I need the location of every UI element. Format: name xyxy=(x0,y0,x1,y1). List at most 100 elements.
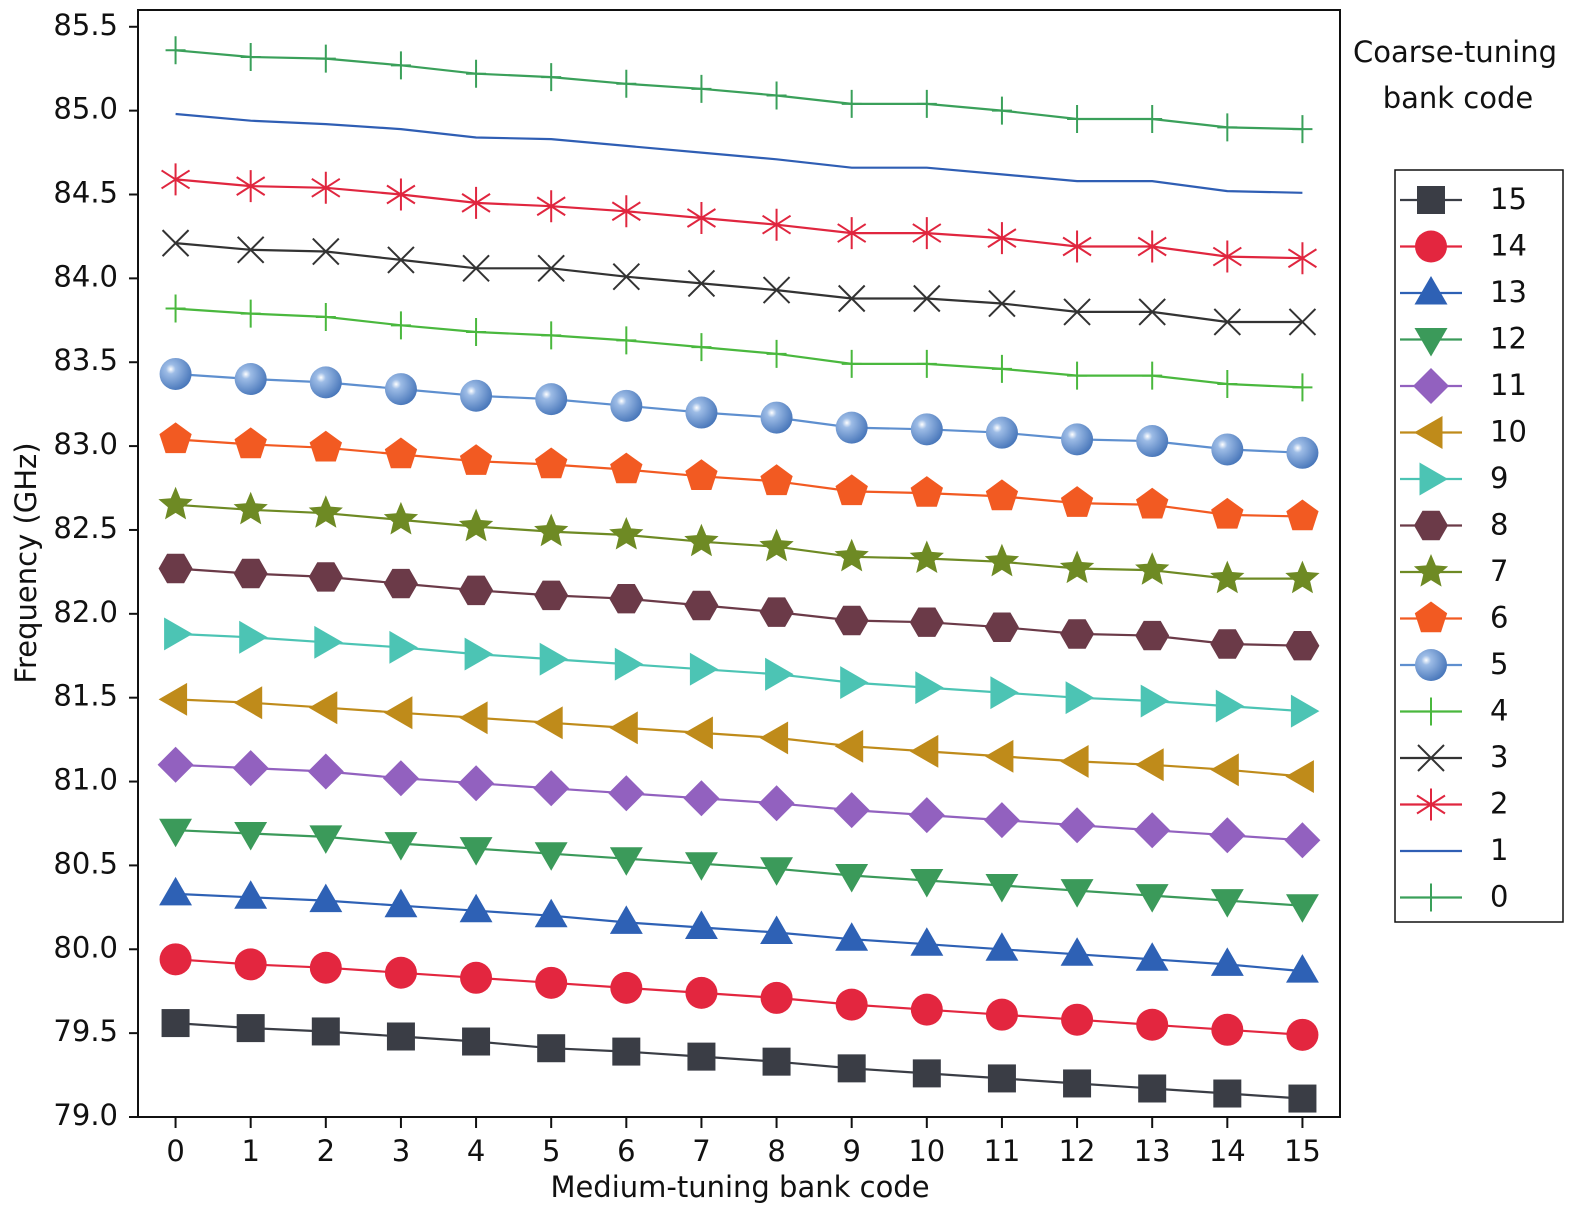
marker xyxy=(1152,181,1153,182)
legend-label: 2 xyxy=(1490,787,1508,821)
marker xyxy=(762,276,791,304)
marker xyxy=(309,366,342,399)
marker xyxy=(315,302,336,331)
marker xyxy=(1136,425,1169,458)
marker xyxy=(910,476,943,507)
marker xyxy=(308,691,338,725)
marker xyxy=(1135,620,1170,651)
marker xyxy=(840,666,869,699)
marker xyxy=(234,427,267,459)
marker xyxy=(1065,681,1095,715)
marker xyxy=(382,760,419,797)
marker xyxy=(1213,1079,1242,1108)
legend-label: 10 xyxy=(1490,415,1527,449)
y-tick-label: 82.5 xyxy=(53,511,118,545)
marker xyxy=(1060,937,1094,966)
marker xyxy=(236,1014,265,1043)
marker xyxy=(1286,1018,1319,1051)
marker xyxy=(1059,550,1095,584)
legend-label: 11 xyxy=(1490,368,1527,402)
marker xyxy=(685,852,718,881)
legend-label: 8 xyxy=(1490,508,1508,542)
marker xyxy=(1421,883,1441,912)
marker xyxy=(1417,744,1445,772)
series-line xyxy=(175,178,1303,260)
marker xyxy=(841,349,862,378)
marker xyxy=(1210,889,1244,918)
marker xyxy=(610,389,643,422)
marker xyxy=(909,607,944,637)
series-line xyxy=(175,1022,1303,1100)
marker xyxy=(164,617,193,651)
marker xyxy=(834,605,869,636)
marker xyxy=(684,590,719,621)
marker xyxy=(609,517,644,550)
marker xyxy=(610,452,643,484)
x-tick-label: 2 xyxy=(317,1134,335,1168)
marker xyxy=(686,201,716,234)
marker xyxy=(458,508,494,542)
marker xyxy=(1421,697,1441,726)
marker xyxy=(609,711,638,745)
marker xyxy=(236,236,265,264)
marker xyxy=(1061,423,1094,456)
marker xyxy=(835,922,869,951)
marker xyxy=(464,637,494,671)
marker xyxy=(1292,373,1313,402)
marker xyxy=(535,966,568,999)
marker xyxy=(608,775,645,812)
marker xyxy=(1415,649,1447,681)
marker xyxy=(1209,817,1246,854)
marker xyxy=(984,739,1014,773)
marker xyxy=(1417,186,1445,214)
marker xyxy=(1211,497,1244,529)
marker xyxy=(459,575,494,606)
marker xyxy=(910,869,944,898)
marker xyxy=(1063,1069,1092,1098)
marker xyxy=(1140,684,1170,718)
marker xyxy=(1415,230,1447,263)
marker xyxy=(384,373,417,406)
marker xyxy=(1302,192,1303,193)
legend-label: 7 xyxy=(1490,554,1508,588)
marker xyxy=(909,734,939,768)
x-tick-label: 14 xyxy=(1209,1134,1246,1168)
marker xyxy=(691,74,712,103)
marker xyxy=(1062,230,1092,263)
marker xyxy=(536,190,566,223)
marker xyxy=(1211,1013,1244,1046)
marker xyxy=(161,1009,190,1038)
marker xyxy=(234,363,267,395)
marker xyxy=(383,501,419,535)
marker xyxy=(1414,276,1448,305)
marker xyxy=(534,842,568,871)
marker xyxy=(837,217,867,250)
series-line xyxy=(175,698,1303,778)
marker xyxy=(835,411,868,444)
marker xyxy=(159,818,192,848)
marker xyxy=(314,625,343,659)
x-tick-label: 4 xyxy=(467,1134,485,1168)
y-tick-label: 83.0 xyxy=(53,427,118,461)
marker xyxy=(459,444,493,475)
marker xyxy=(626,145,627,146)
marker xyxy=(612,262,641,291)
marker xyxy=(984,612,1019,642)
x-tick-label: 12 xyxy=(1059,1134,1096,1168)
legend-label: 14 xyxy=(1490,229,1527,263)
marker xyxy=(913,284,941,313)
marker xyxy=(766,81,787,110)
marker xyxy=(312,237,340,266)
marker xyxy=(461,186,491,219)
y-tick-label: 80.0 xyxy=(53,930,118,964)
marker xyxy=(158,486,193,520)
marker xyxy=(1285,760,1314,793)
marker xyxy=(1215,689,1245,723)
marker xyxy=(1135,884,1169,913)
marker xyxy=(1060,745,1089,778)
marker xyxy=(1137,230,1167,263)
marker xyxy=(759,721,789,755)
marker xyxy=(161,163,191,196)
marker xyxy=(1290,694,1320,728)
plot-frame xyxy=(137,9,1341,1118)
